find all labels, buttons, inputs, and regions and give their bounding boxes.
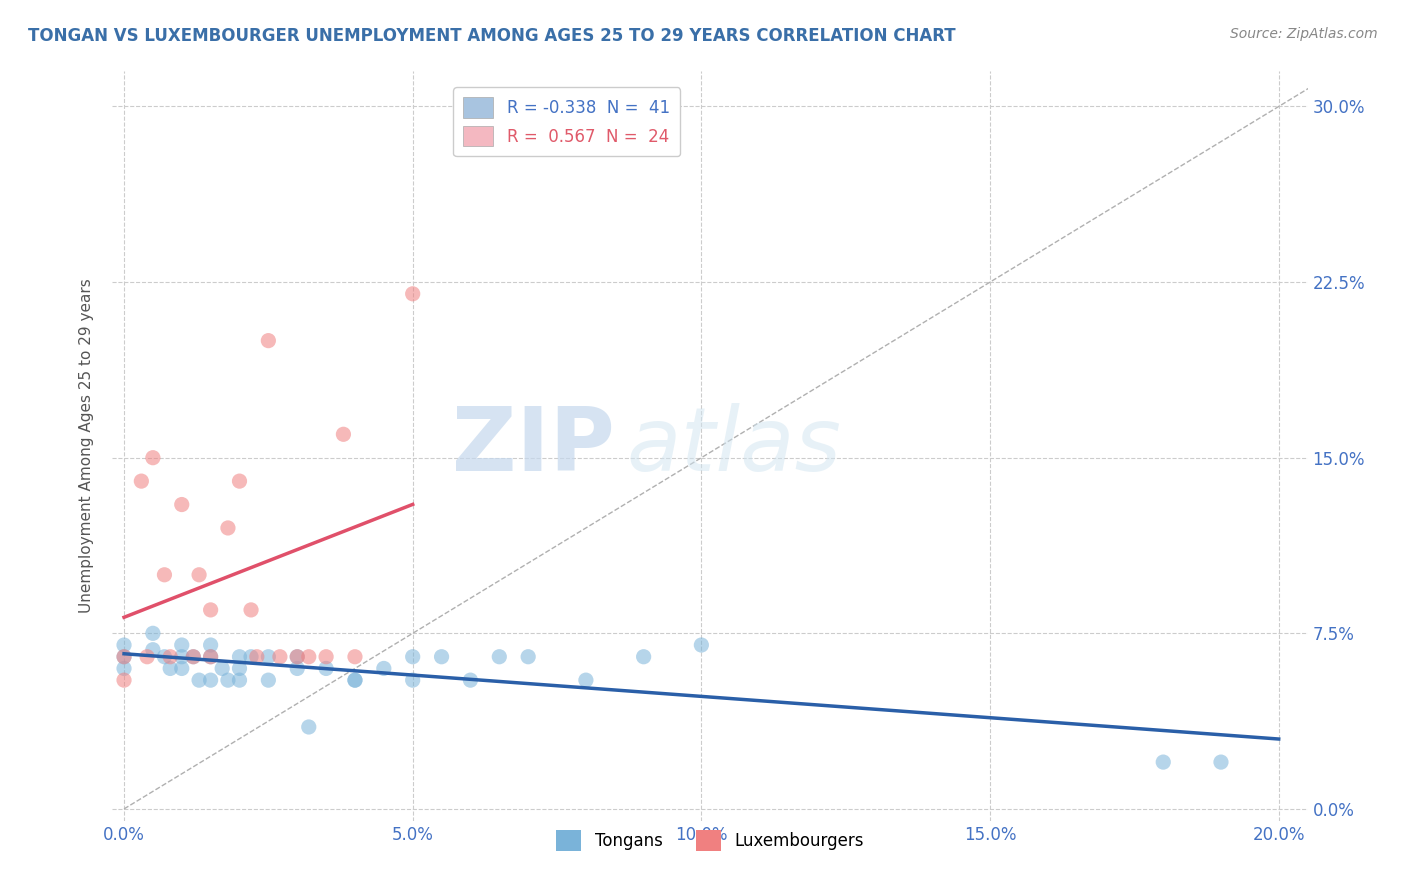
Point — [217, 521, 239, 535]
Point — [246, 649, 269, 664]
Point — [285, 649, 308, 664]
Point — [402, 673, 425, 688]
Point — [136, 649, 159, 664]
Point — [131, 474, 153, 488]
Point — [228, 474, 250, 488]
Point — [690, 638, 713, 652]
Point — [170, 661, 193, 675]
Text: ZIP: ZIP — [451, 402, 614, 490]
Point — [575, 673, 598, 688]
Point — [170, 638, 193, 652]
Point — [217, 673, 239, 688]
Point — [142, 626, 165, 640]
Point — [1209, 755, 1232, 769]
Point — [112, 649, 135, 664]
Point — [211, 661, 233, 675]
Point — [112, 649, 135, 664]
Text: Source: ZipAtlas.com: Source: ZipAtlas.com — [1230, 27, 1378, 41]
Point — [285, 649, 308, 664]
Point — [343, 649, 366, 664]
Point — [257, 649, 280, 664]
Y-axis label: Unemployment Among Ages 25 to 29 years: Unemployment Among Ages 25 to 29 years — [79, 278, 94, 614]
Point — [170, 498, 193, 512]
Point — [517, 649, 540, 664]
Point — [257, 334, 280, 348]
Point — [633, 649, 655, 664]
Point — [240, 649, 263, 664]
Point — [188, 673, 211, 688]
Point — [373, 661, 395, 675]
Point — [200, 603, 222, 617]
Point — [200, 649, 222, 664]
Point — [240, 603, 263, 617]
Point — [228, 673, 250, 688]
Point — [181, 649, 204, 664]
Point — [343, 673, 366, 688]
Point — [228, 661, 250, 675]
Point — [159, 661, 181, 675]
Point — [170, 649, 193, 664]
Point — [1152, 755, 1174, 769]
Point — [343, 673, 366, 688]
Point — [298, 720, 321, 734]
Point — [200, 649, 222, 664]
Point — [402, 649, 425, 664]
Point — [142, 642, 165, 657]
Point — [402, 286, 425, 301]
Point — [142, 450, 165, 465]
Point — [460, 673, 482, 688]
Point — [332, 427, 354, 442]
Point — [200, 673, 222, 688]
Point — [228, 649, 250, 664]
Point — [315, 661, 337, 675]
Point — [188, 567, 211, 582]
Point — [181, 649, 204, 664]
Text: TONGAN VS LUXEMBOURGER UNEMPLOYMENT AMONG AGES 25 TO 29 YEARS CORRELATION CHART: TONGAN VS LUXEMBOURGER UNEMPLOYMENT AMON… — [28, 27, 956, 45]
Point — [112, 673, 135, 688]
Legend: Tongans, Luxembourgers: Tongans, Luxembourgers — [550, 823, 870, 857]
Point — [298, 649, 321, 664]
Point — [153, 567, 176, 582]
Point — [315, 649, 337, 664]
Point — [200, 638, 222, 652]
Point — [430, 649, 453, 664]
Point — [159, 649, 181, 664]
Point — [285, 661, 308, 675]
Point — [257, 673, 280, 688]
Point — [112, 661, 135, 675]
Point — [153, 649, 176, 664]
Point — [269, 649, 291, 664]
Point — [112, 638, 135, 652]
Text: atlas: atlas — [627, 403, 841, 489]
Point — [488, 649, 510, 664]
